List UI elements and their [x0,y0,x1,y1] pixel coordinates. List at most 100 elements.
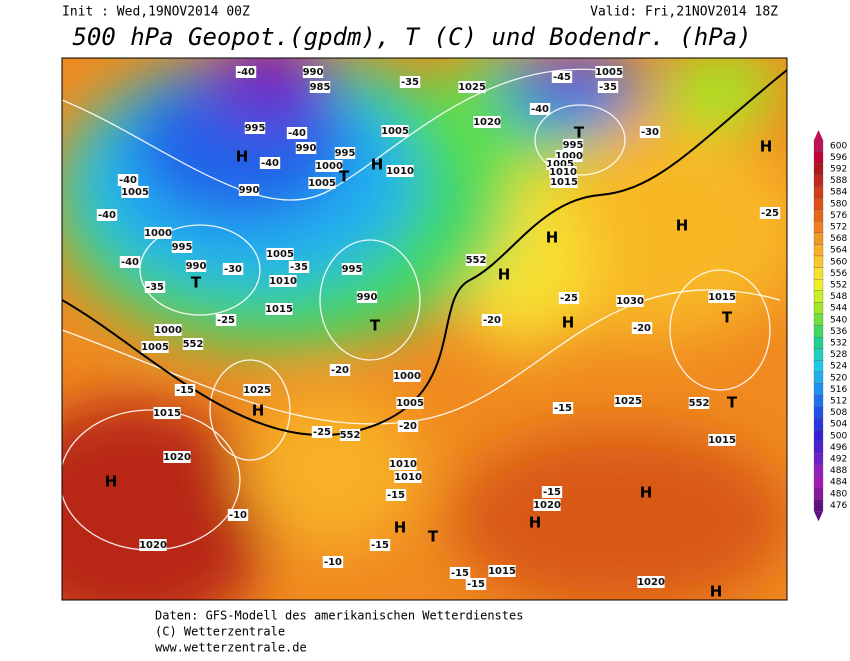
contour-label: -20 [483,315,501,326]
label-box [163,451,191,463]
contour-label: 1025 [243,385,271,396]
contour-label: -40 [119,175,137,186]
label-box [708,291,736,303]
pressure-center: T [191,274,202,292]
contour-label: 1015 [488,566,516,577]
contour-label: -25 [313,427,331,438]
colorbar-label: 516 [830,385,847,395]
label-box [614,395,642,407]
contour-label: 1005 [141,342,169,353]
contour-label: 1000 [555,151,583,162]
contour-label: -10 [324,557,342,568]
colorbar-swatch [813,406,824,419]
colorbar-swatch [813,313,824,326]
label-box [393,370,421,382]
colorbar-label: 596 [830,153,847,163]
colorbar-swatch [813,348,824,361]
colorbar-swatch [813,453,824,465]
label-box [215,314,237,326]
colorbar-top-arrow [814,130,823,140]
label-box [238,184,260,196]
colorbar-swatch [813,255,824,268]
colorbar-swatch [813,232,824,245]
label-box [458,81,486,93]
pressure-center: H [546,229,559,247]
label-box [616,295,644,307]
contour-label: 985 [310,82,331,93]
label-box [141,341,169,353]
contour-label: -20 [399,421,417,432]
label-box [396,397,424,409]
colorbar-swatch [813,499,824,512]
contour-label: -30 [641,127,659,138]
label-box [119,256,141,268]
colorbar-swatch [813,302,824,315]
pressure-center: H [562,314,575,332]
colorbar-label: 572 [830,223,847,233]
contour-label: -35 [146,282,164,293]
label-box [558,292,580,304]
label-box [533,499,561,511]
label-box [356,291,378,303]
contour-label: 552 [340,430,361,441]
colorbar-swatch [813,464,824,477]
label-box [269,275,297,287]
pressure-center: T [339,168,350,186]
label-box [139,539,167,551]
colorbar-label: 476 [830,501,847,511]
colorbar-swatch [813,186,824,199]
colorbar-swatch [813,290,824,303]
label-box [394,471,422,483]
contour-label: -35 [401,77,419,88]
label-box [389,458,417,470]
label-box [266,248,294,260]
pressure-center: H [371,156,384,174]
colorbar-swatch [813,197,824,210]
colorbar-label: 556 [830,269,847,279]
colorbar-label: 564 [830,246,847,256]
colorbar-label: 584 [830,188,847,198]
label-box [227,509,249,521]
contour-label: 995 [245,123,266,134]
contour-label: -30 [224,264,242,275]
label-box [265,303,293,315]
pressure-center: H [640,484,653,502]
label-box [550,176,578,188]
contour-label: 552 [689,398,710,409]
contour-label: 1020 [139,540,167,551]
label-box [174,384,196,396]
contour-label: -20 [633,323,651,334]
contour-label: -15 [543,487,561,498]
contour-label: -15 [176,385,194,396]
contour-label: 1005 [121,187,149,198]
contour-label: -15 [371,540,389,551]
colorbar-bottom-arrow [814,511,823,522]
contour-label: 1000 [315,161,343,172]
label-box [144,281,166,293]
label-box [631,322,653,334]
colorbar-swatch [813,429,824,442]
colorbar-swatch [813,337,824,349]
colorbar-label: 600 [830,141,847,151]
colorbar-label: 544 [830,304,847,314]
pressure-center: H [394,519,407,537]
colorbar-label: 520 [830,373,847,383]
contour-label: 1005 [308,178,336,189]
colorbar-label: 512 [830,397,847,407]
label-box [329,364,351,376]
pressure-center: H [252,402,265,420]
colorbar-swatch [813,163,824,175]
pressure-center: H [236,148,249,166]
contour-label: -40 [261,158,279,169]
label-box [295,142,317,154]
footer-line: Daten: GFS-Modell des amerikanischen Wet… [155,609,523,623]
colorbar-label: 532 [830,339,847,349]
colorbar-label: 480 [830,489,847,499]
contour-label: 1000 [393,371,421,382]
colorbar-swatch [813,371,824,384]
colorbar-swatch [813,267,824,280]
contour-label: 1025 [458,82,486,93]
contour-label: 1030 [616,296,644,307]
label-box [551,71,573,83]
